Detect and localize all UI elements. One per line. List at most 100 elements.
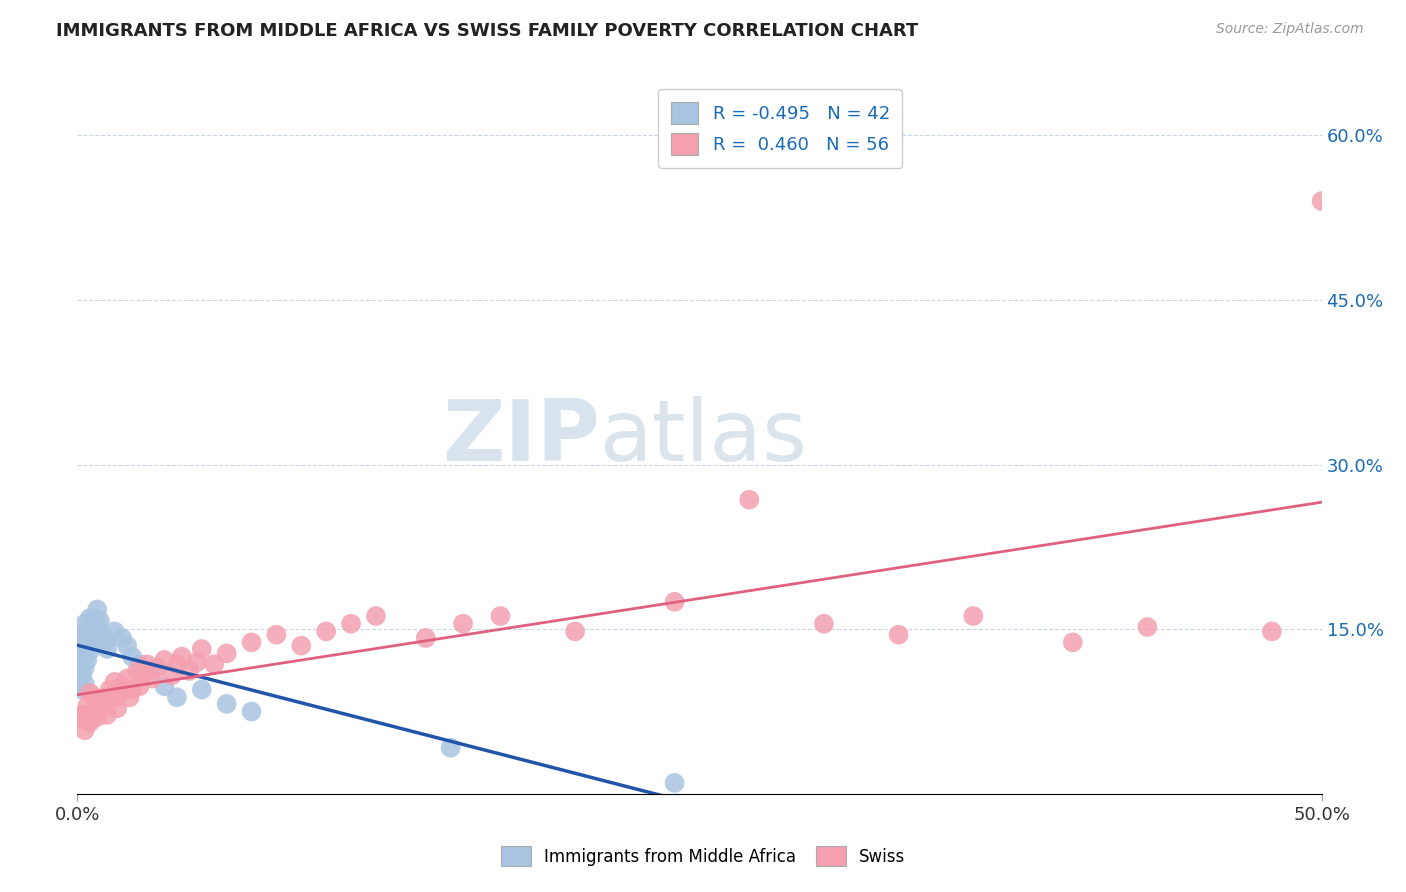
Point (136, 657, 159, 672)
Point (1261, 624, 1284, 639)
Point (73, 633, 96, 648)
Point (170, 649, 193, 664)
Point (166, 690, 188, 705)
Point (72, 682, 94, 697)
Point (96, 707, 118, 722)
Text: ZIP: ZIP (443, 395, 600, 479)
Point (72, 668, 94, 682)
Point (111, 631, 134, 645)
Point (76, 699, 98, 714)
Point (89, 697, 111, 711)
Point (664, 776, 686, 790)
Point (104, 690, 127, 705)
Point (962, 609, 984, 624)
Point (86, 620, 108, 634)
Point (738, 492, 761, 507)
Point (191, 642, 214, 657)
Point (72, 628, 94, 642)
Point (108, 686, 131, 700)
Point (73, 723, 96, 738)
Point (83, 611, 105, 625)
Point (153, 653, 176, 667)
Point (69, 672, 91, 686)
Point (83, 690, 105, 705)
Point (79, 611, 101, 625)
Point (76, 624, 98, 639)
Point (128, 679, 150, 693)
Point (73, 616, 96, 631)
Text: IMMIGRANTS FROM MIDDLE AFRICA VS SWISS FAMILY POVERTY CORRELATION CHART: IMMIGRANTS FROM MIDDLE AFRICA VS SWISS F… (56, 22, 918, 40)
Text: Source: ZipAtlas.com: Source: ZipAtlas.com (1216, 22, 1364, 37)
Point (83, 628, 105, 642)
Point (86, 602, 108, 616)
Point (141, 672, 163, 686)
Point (240, 705, 263, 719)
Point (664, 595, 686, 609)
Point (415, 631, 437, 645)
Point (96, 642, 118, 657)
Point (1062, 635, 1084, 649)
Point (73, 660, 96, 674)
Point (121, 649, 143, 664)
Point (1310, 194, 1333, 208)
Point (72, 707, 94, 722)
Point (69, 655, 91, 669)
Point (82, 622, 104, 636)
Point (215, 697, 238, 711)
Point (128, 657, 150, 672)
Legend: Immigrants from Middle Africa, Swiss: Immigrants from Middle Africa, Swiss (492, 838, 914, 875)
Point (91, 628, 114, 642)
Point (813, 616, 835, 631)
Point (125, 664, 148, 678)
Point (451, 616, 474, 631)
Point (340, 616, 363, 631)
Point (202, 657, 225, 672)
Point (93, 635, 115, 649)
Point (73, 646, 96, 660)
Text: atlas: atlas (600, 395, 808, 479)
Point (72, 642, 94, 657)
Point (82, 705, 104, 719)
Point (82, 635, 104, 649)
Point (104, 624, 127, 639)
Point (489, 609, 512, 624)
Point (266, 628, 288, 642)
Point (91, 701, 114, 715)
Point (315, 624, 337, 639)
Point (166, 657, 188, 672)
Point (76, 639, 98, 653)
Point (79, 686, 101, 700)
Point (89, 614, 111, 628)
Point (179, 664, 201, 678)
Point (69, 712, 91, 726)
Point (440, 740, 463, 755)
Point (215, 646, 238, 660)
Point (564, 624, 586, 639)
Point (160, 668, 183, 682)
Point (141, 664, 163, 678)
Point (79, 628, 101, 642)
Point (79, 715, 101, 730)
Point (104, 674, 127, 689)
Point (79, 644, 101, 658)
Point (73, 677, 96, 691)
Point (118, 690, 141, 705)
Point (364, 609, 387, 624)
Point (290, 639, 312, 653)
Point (115, 639, 138, 653)
Point (240, 635, 263, 649)
Point (887, 628, 910, 642)
Point (115, 672, 138, 686)
Point (98, 682, 121, 697)
Point (153, 679, 176, 693)
Point (111, 679, 134, 693)
Point (105, 701, 128, 715)
Point (93, 693, 115, 707)
Point (121, 682, 143, 697)
Point (72, 657, 94, 672)
Point (146, 660, 169, 674)
Point (186, 655, 208, 669)
Point (69, 679, 91, 693)
Point (131, 668, 153, 682)
Point (86, 710, 108, 724)
